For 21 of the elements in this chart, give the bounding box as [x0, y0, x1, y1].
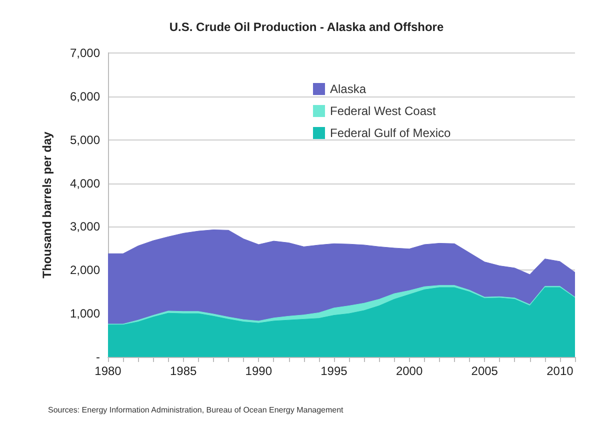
y-tick-label: 2,000 — [70, 263, 100, 278]
x-tick-label: 1990 — [245, 364, 272, 378]
y-tick-label: 6,000 — [70, 89, 100, 104]
x-tick-label: 1980 — [94, 364, 122, 378]
y-tick-label: 5,000 — [70, 132, 100, 147]
x-tick-label: 1995 — [320, 364, 348, 378]
y-tick-label: 4,000 — [70, 176, 100, 190]
y-tick-label: 1,000 — [70, 306, 100, 321]
x-tick-label: 1985 — [170, 364, 197, 378]
y-tick-label: 3,000 — [70, 220, 100, 234]
x-tick-label: 2010 — [546, 364, 574, 378]
source-note: Sources: Energy Information Administration, Bureau of Ocean Energy Management — [48, 406, 344, 414]
legend-label: Federal West Coast — [330, 104, 436, 118]
y-tick-label: - — [96, 350, 100, 364]
y-axis-title: Thousand barrels per day — [40, 131, 54, 278]
x-tick-label: 2000 — [396, 364, 423, 378]
chart-title: U.S. Crude Oil Production - Alaska and Offshore — [169, 20, 444, 34]
x-tick-label: 2005 — [471, 364, 498, 378]
legend-label: Alaska — [330, 82, 366, 96]
legend-label: Federal Gulf of Mexico — [330, 126, 452, 140]
y-tick-label: 7,000 — [70, 46, 100, 60]
